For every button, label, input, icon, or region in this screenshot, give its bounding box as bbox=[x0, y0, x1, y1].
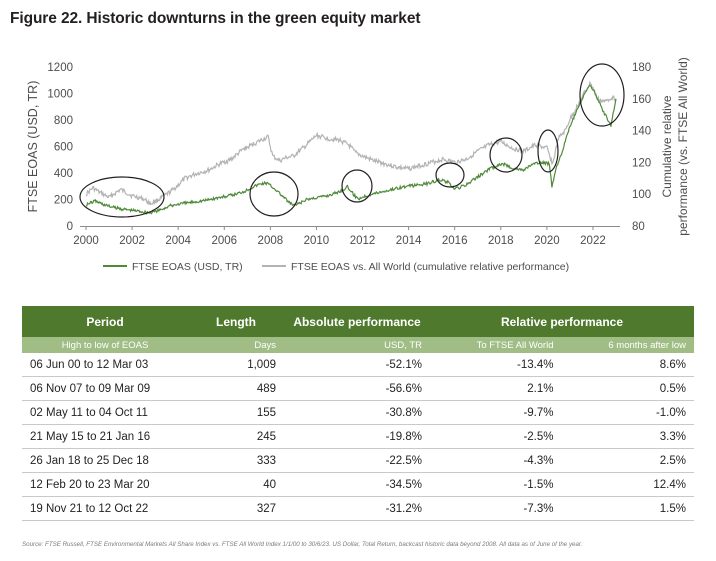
cell-absolute: -30.8% bbox=[284, 400, 430, 425]
cell-six-months: 8.6% bbox=[561, 353, 694, 377]
cell-relative: -9.7% bbox=[430, 400, 562, 425]
cell-relative: 2.1% bbox=[430, 376, 562, 401]
cell-length: 333 bbox=[188, 448, 284, 473]
y-right-tick-label: 140 bbox=[632, 126, 651, 138]
cell-length: 1,009 bbox=[188, 353, 284, 377]
cell-six-months: 12.4% bbox=[561, 472, 694, 497]
downturn-circle bbox=[79, 176, 165, 218]
cell-absolute: -19.8% bbox=[284, 424, 430, 449]
x-tick-label: 2004 bbox=[165, 235, 191, 247]
y-left-tick-label: 1000 bbox=[47, 89, 73, 101]
header-absolute: Absolute performance bbox=[284, 306, 430, 337]
downturn-circle bbox=[249, 171, 299, 217]
cell-period: 21 May 15 to 21 Jan 16 bbox=[22, 424, 188, 449]
x-tick-label: 2014 bbox=[396, 235, 422, 247]
x-tick-label: 2018 bbox=[488, 235, 514, 247]
x-tick-label: 2020 bbox=[534, 235, 560, 247]
cell-relative: -1.5% bbox=[430, 472, 562, 497]
legend-label-eoas: FTSE EOAS (USD, TR) bbox=[132, 261, 243, 273]
series-line-relative bbox=[85, 80, 617, 206]
x-tick-label: 2022 bbox=[580, 235, 606, 247]
y-left-tick-label: 800 bbox=[54, 115, 73, 127]
y-left-tick-label: 0 bbox=[67, 221, 73, 233]
downturn-circle bbox=[435, 162, 465, 188]
cell-six-months: 1.5% bbox=[561, 496, 694, 521]
source-note: Source: FTSE Russell, FTSE Environmental… bbox=[22, 541, 583, 548]
x-tick-label: 2006 bbox=[211, 235, 237, 247]
y-right-tick-label: 100 bbox=[632, 189, 651, 201]
y-left-tick-label: 1200 bbox=[47, 62, 73, 74]
subheader-six-months: 6 months after low bbox=[561, 337, 694, 353]
subheader-length: Days bbox=[188, 337, 284, 353]
cell-absolute: -31.2% bbox=[284, 496, 430, 521]
cell-period: 12 Feb 20 to 23 Mar 20 bbox=[22, 472, 188, 497]
cell-absolute: -52.1% bbox=[284, 353, 430, 377]
downturn-table: Period Length Absolute performance Relat… bbox=[22, 306, 694, 521]
y-left-tick-label: 600 bbox=[54, 142, 73, 154]
cell-period: 06 Nov 07 to 09 Mar 09 bbox=[22, 376, 188, 401]
cell-six-months: -1.0% bbox=[561, 400, 694, 425]
x-tick-label: 2000 bbox=[73, 235, 99, 247]
cell-period: 06 Jun 00 to 12 Mar 03 bbox=[22, 353, 188, 377]
x-tick-label: 2010 bbox=[304, 235, 330, 247]
cell-six-months: 3.3% bbox=[561, 424, 694, 449]
cell-relative: -4.3% bbox=[430, 448, 562, 473]
cell-period: 26 Jan 18 to 25 Dec 18 bbox=[22, 448, 188, 473]
downturn-circle bbox=[341, 169, 373, 203]
x-tick-label: 2008 bbox=[258, 235, 284, 247]
header-length: Length bbox=[188, 306, 284, 337]
header-period: Period bbox=[22, 306, 188, 337]
table-row: 06 Nov 07 to 09 Mar 09 489 -56.6% 2.1% 0.5% bbox=[22, 376, 694, 401]
cell-relative: -2.5% bbox=[430, 424, 562, 449]
figure-title: Figure 22. Historic downturns in the gre… bbox=[10, 10, 421, 27]
x-tick-label: 2002 bbox=[119, 235, 145, 247]
table-row: 21 May 15 to 21 Jan 16 245 -19.8% -2.5% 3.3% bbox=[22, 424, 694, 449]
subheader-period: High to low of EOAS bbox=[22, 337, 188, 353]
table-row: 12 Feb 20 to 23 Mar 20 40 -34.5% -1.5% 12.4% bbox=[22, 472, 694, 497]
y-right-axis-title-line1: Cumulative relative bbox=[660, 95, 674, 197]
x-tick-label: 2016 bbox=[442, 235, 468, 247]
y-right-tick-label: 80 bbox=[632, 221, 645, 233]
cell-length: 245 bbox=[188, 424, 284, 449]
table-row: 02 May 11 to 04 Oct 11 155 -30.8% -9.7% -1.0… bbox=[22, 400, 694, 425]
cell-relative: -7.3% bbox=[430, 496, 562, 521]
line-chart: 0 200 400 600 800 1000 1200 80 100 120 140 160 180 20… bbox=[26, 57, 690, 273]
y-left-axis-title: FTSE EOAS (USD, TR) bbox=[26, 81, 40, 213]
y-right-tick-label: 180 bbox=[632, 62, 651, 74]
downturn-circle bbox=[537, 129, 559, 173]
cell-absolute: -34.5% bbox=[284, 472, 430, 497]
y-right-axis-title-line2: performance (vs. FTSE All World) bbox=[676, 57, 690, 236]
downturn-circle bbox=[579, 63, 625, 127]
table-row: 26 Jan 18 to 25 Dec 18 333 -22.5% -4.3% 2.5% bbox=[22, 448, 694, 473]
cell-relative: -13.4% bbox=[430, 353, 562, 377]
table-row: 06 Jun 00 to 12 Mar 03 1,009 -52.1% -13.4% 8… bbox=[22, 353, 694, 377]
series-line-eoas bbox=[85, 84, 617, 215]
y-right-tick-label: 160 bbox=[632, 94, 651, 106]
y-left-tick-label: 200 bbox=[54, 195, 73, 207]
cell-period: 19 Nov 21 to 12 Oct 22 bbox=[22, 496, 188, 521]
cell-absolute: -56.6% bbox=[284, 376, 430, 401]
cell-length: 155 bbox=[188, 400, 284, 425]
x-tick-label: 2012 bbox=[350, 235, 376, 247]
header-relative: Relative performance bbox=[430, 306, 694, 337]
subheader-relative: To FTSE All World bbox=[430, 337, 562, 353]
cell-length: 327 bbox=[188, 496, 284, 521]
cell-period: 02 May 11 to 04 Oct 11 bbox=[22, 400, 188, 425]
legend-label-relative: FTSE EOAS vs. All World (cumulative rela… bbox=[291, 261, 569, 273]
y-right-tick-label: 120 bbox=[632, 157, 651, 169]
cell-length: 40 bbox=[188, 472, 284, 497]
table-subheader-row: High to low of EOAS Days USD, TR To FTSE… bbox=[22, 337, 694, 353]
cell-six-months: 0.5% bbox=[561, 376, 694, 401]
cell-length: 489 bbox=[188, 376, 284, 401]
cell-absolute: -22.5% bbox=[284, 448, 430, 473]
table-row: 19 Nov 21 to 12 Oct 22 327 -31.2% -7.3% 1.5% bbox=[22, 496, 694, 521]
subheader-absolute: USD, TR bbox=[284, 337, 430, 353]
cell-six-months: 2.5% bbox=[561, 448, 694, 473]
downturn-circle bbox=[489, 137, 523, 173]
y-left-tick-label: 400 bbox=[54, 168, 73, 180]
